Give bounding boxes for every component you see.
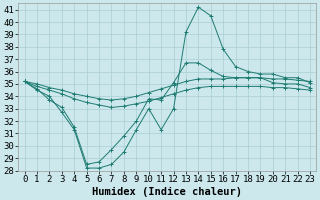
X-axis label: Humidex (Indice chaleur): Humidex (Indice chaleur) — [92, 186, 242, 197]
